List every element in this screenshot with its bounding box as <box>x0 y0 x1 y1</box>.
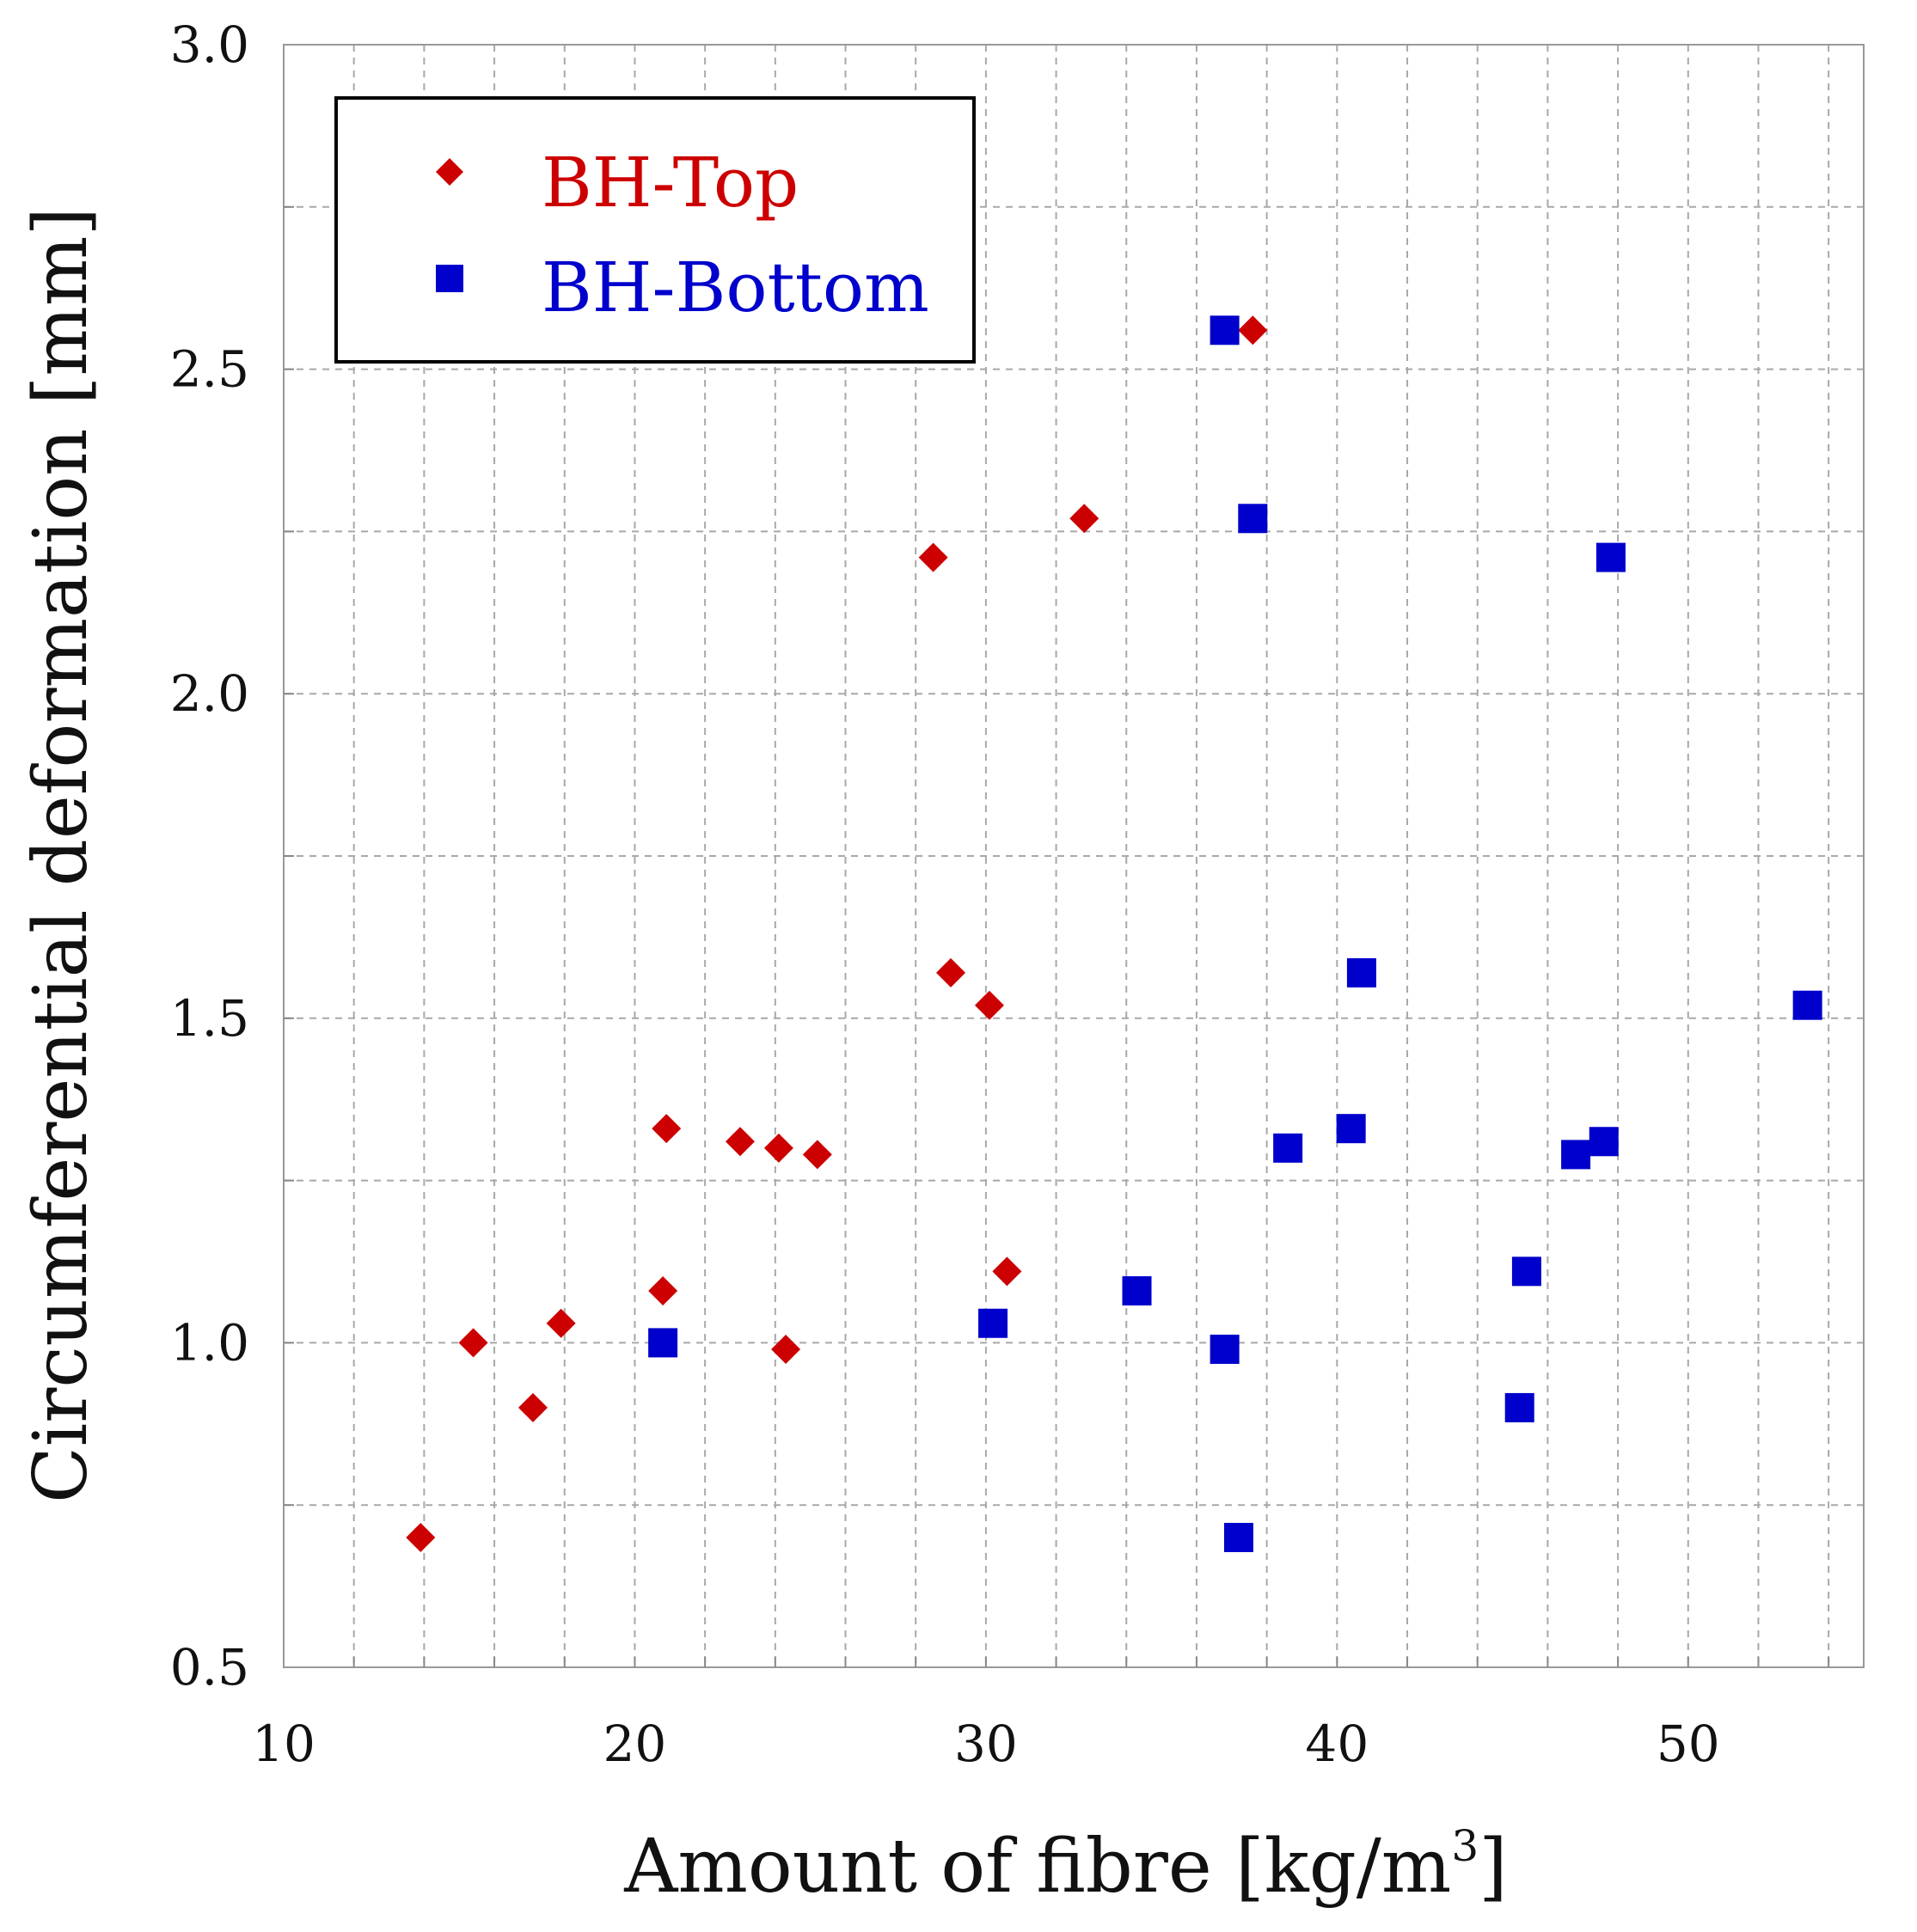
data-point-bh-top <box>1238 315 1268 345</box>
data-point-bh-bottom <box>1792 990 1822 1020</box>
data-point-bh-bottom <box>1511 1256 1541 1287</box>
x-axis-title-main: Amount of fibre [kg/m <box>623 1824 1451 1910</box>
data-point-bh-bottom <box>1504 1392 1534 1422</box>
data-point-bh-bottom <box>1589 1127 1619 1157</box>
data-point-bh-top <box>406 1522 436 1552</box>
x-tick-label: 50 <box>1657 1715 1720 1773</box>
data-point-bh-top <box>725 1127 755 1157</box>
data-point-bh-top <box>763 1133 793 1163</box>
axis-ticks: 10 20 30 40 50 0.5 1.0 1.5 2.0 2.5 3.0 <box>170 15 1830 1773</box>
legend-marker-bh-bottom-icon <box>436 265 463 292</box>
data-point-bh-top <box>918 542 948 572</box>
data-point-bh-bottom <box>1595 542 1626 572</box>
y-tick-label: 3.0 <box>170 15 249 74</box>
data-point-bh-top <box>974 990 1004 1020</box>
series-bh-bottom <box>648 315 1822 1552</box>
data-point-bh-top <box>936 957 966 987</box>
data-point-bh-top <box>771 1334 801 1364</box>
y-tick-label: 1.5 <box>170 989 249 1048</box>
data-point-bh-bottom <box>1210 1334 1240 1364</box>
x-axis-title: Amount of fibre [kg/m3] <box>623 1821 1507 1910</box>
y-tick-label: 2.5 <box>170 340 249 399</box>
data-point-bh-bottom <box>1273 1133 1303 1163</box>
y-axis-title: Circumferential deformation [mm] <box>18 207 104 1503</box>
x-tick-label: 30 <box>954 1715 1018 1773</box>
y-tick-label: 1.0 <box>170 1313 249 1372</box>
data-point-bh-bottom <box>1561 1140 1591 1170</box>
series-bh-top <box>406 315 1268 1552</box>
data-point-bh-bottom <box>1210 315 1240 345</box>
data-point-bh-top <box>652 1114 682 1144</box>
data-point-bh-bottom <box>1122 1275 1152 1305</box>
legend: BH-Top BH-Bottom <box>334 96 976 364</box>
x-tick-label: 10 <box>252 1715 315 1773</box>
data-point-bh-top <box>546 1308 576 1338</box>
x-axis-title-suffix: ] <box>1479 1824 1508 1910</box>
data-point-bh-bottom <box>1336 1114 1366 1144</box>
data-point-bh-bottom <box>1223 1522 1253 1552</box>
data-point-bh-bottom <box>1238 504 1268 534</box>
y-tick-label: 0.5 <box>170 1638 249 1697</box>
data-point-bh-top <box>802 1140 832 1170</box>
data-point-bh-top <box>1069 504 1099 534</box>
data-point-bh-top <box>458 1328 488 1358</box>
data-point-bh-top <box>992 1256 1022 1287</box>
legend-box <box>334 96 976 364</box>
legend-marker-bh-top-icon <box>436 158 463 186</box>
y-tick-label: 2.0 <box>170 664 249 723</box>
data-point-bh-top <box>648 1275 678 1305</box>
x-tick-label: 40 <box>1305 1715 1369 1773</box>
data-point-bh-top <box>518 1392 548 1422</box>
legend-label-bh-top: BH-Top <box>542 143 799 223</box>
x-tick-label: 20 <box>603 1715 667 1773</box>
data-point-bh-bottom <box>978 1308 1008 1338</box>
data-point-bh-bottom <box>1346 957 1376 987</box>
data-marks <box>406 315 1822 1552</box>
data-point-bh-bottom <box>648 1328 678 1358</box>
legend-label-bh-bottom: BH-Bottom <box>542 248 929 327</box>
x-axis-title-superscript: 3 <box>1451 1821 1479 1871</box>
